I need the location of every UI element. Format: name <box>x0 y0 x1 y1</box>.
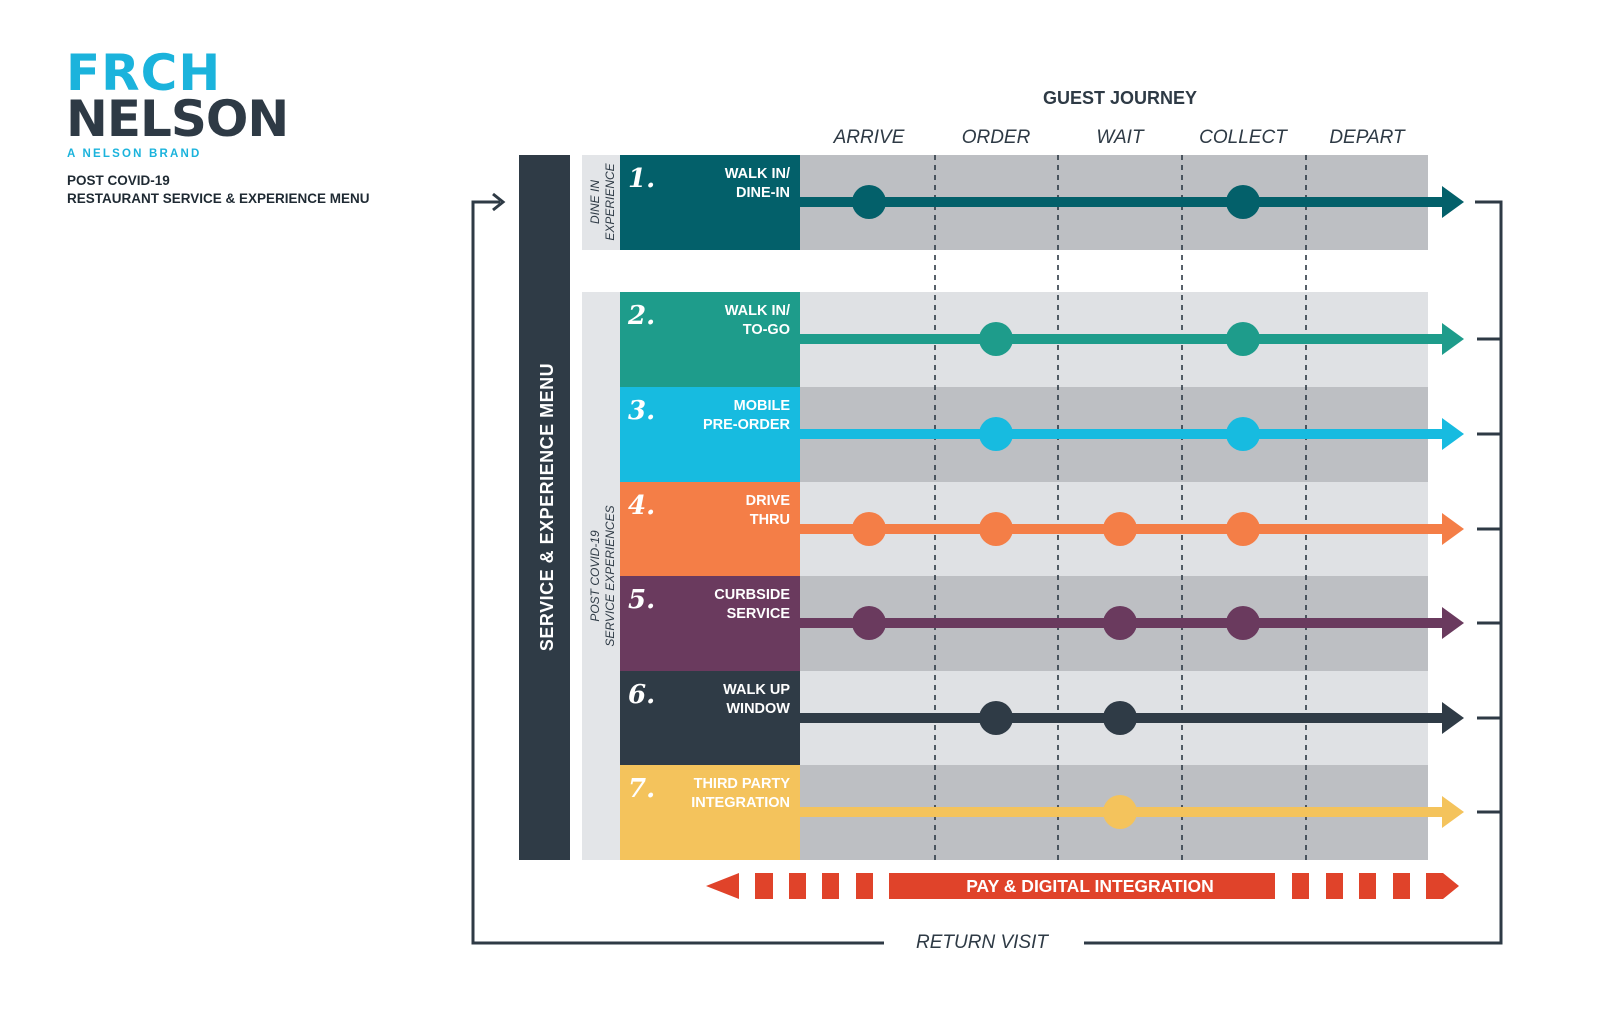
journey-line <box>800 197 1445 207</box>
service-name-line-1: THIRD PARTY <box>694 776 791 792</box>
dine-in-group-tab <box>582 155 620 250</box>
journey-stage-labels: ARRIVE ORDER WAIT COLLECT DEPART <box>833 127 1406 148</box>
service-name-line-2: INTEGRATION <box>691 795 790 811</box>
touchpoint-arrive <box>852 185 886 219</box>
return-visit-loop <box>471 192 1503 945</box>
touchpoint-wait <box>1103 701 1137 735</box>
service-name-line-2: DINE-IN <box>736 185 790 201</box>
service-number: 2. <box>627 301 655 331</box>
pay-bar-dash <box>1393 873 1410 899</box>
return-loop-right-line <box>1084 200 1503 945</box>
service-block <box>620 482 800 577</box>
touchpoint-arrive <box>852 512 886 546</box>
service-block <box>620 155 800 250</box>
pay-bar-dash <box>822 873 839 899</box>
pay-bar-right-arrow <box>1426 873 1459 899</box>
pay-bar-dash <box>1359 873 1376 899</box>
service-number: 6. <box>628 680 655 710</box>
touchpoint-wait <box>1103 512 1137 546</box>
stage-label-order: ORDER <box>962 127 1031 148</box>
touchpoint-order <box>979 322 1013 356</box>
service-block <box>620 292 800 387</box>
stage-label-depart: DEPART <box>1329 127 1406 148</box>
service-number: 1. <box>628 164 655 194</box>
journey-line <box>800 429 1445 439</box>
journey-arrowhead <box>1442 702 1464 734</box>
service-name-line-2: WINDOW <box>726 701 790 717</box>
touchpoint-collect <box>1226 512 1260 546</box>
stage-dividers <box>934 155 1307 860</box>
service-number: 5. <box>628 585 655 615</box>
stage-label-collect: COLLECT <box>1199 127 1288 148</box>
touchpoint-arrive <box>852 606 886 640</box>
stage-label-arrive: ARRIVE <box>833 127 905 148</box>
return-visit-label: RETURN VISIT <box>916 932 1049 953</box>
journey-arrowhead <box>1442 796 1464 828</box>
service-name-line-2: SERVICE <box>727 606 791 622</box>
pay-bar-dash <box>1326 873 1343 899</box>
guest-journey-heading: GUEST JOURNEY <box>1043 88 1197 108</box>
dine-in-group-line-2: EXPERIENCE <box>603 162 617 240</box>
journey-arrowhead <box>1442 513 1464 545</box>
service-name-line-1: WALK IN/ <box>725 303 790 319</box>
title-line-1: POST COVID-19 <box>67 173 170 188</box>
service-name-line-1: WALK UP <box>723 682 790 698</box>
journey-arrowhead <box>1442 418 1464 450</box>
service-name-line-1: WALK IN/ <box>725 166 790 182</box>
touchpoint-collect <box>1226 322 1260 356</box>
service-number: 7. <box>628 774 655 804</box>
row-connector-ticks <box>1477 337 1501 814</box>
journey-arrowhead <box>1442 186 1464 218</box>
pay-bar-dash <box>755 873 773 899</box>
journey-arrowhead <box>1442 323 1464 355</box>
logo-tagline: A NELSON BRAND <box>67 148 202 160</box>
touchpoint-collect <box>1226 185 1260 219</box>
dine-in-group-line-1: DINE IN <box>588 180 602 224</box>
journey-line <box>800 334 1445 344</box>
touchpoint-order <box>979 701 1013 735</box>
service-name-line-1: MOBILE <box>734 398 791 414</box>
service-block <box>620 387 800 482</box>
pay-bar-dash <box>789 873 806 899</box>
touchpoint-order <box>979 417 1013 451</box>
logo-nelson: NELSON <box>66 90 288 148</box>
return-loop-arrowhead <box>492 192 506 212</box>
pay-digital-integration-bar: PAY & DIGITAL INTEGRATION <box>706 873 1459 899</box>
pay-bar-dashes <box>755 873 1410 899</box>
post-covid-group-line-2: SERVICE EXPERIENCES <box>603 505 617 646</box>
touchpoint-wait <box>1103 606 1137 640</box>
service-block <box>620 671 800 766</box>
touchpoint-collect <box>1226 417 1260 451</box>
journey-arrowhead <box>1442 607 1464 639</box>
menu-bar <box>519 155 570 860</box>
post-covid-group-line-1: POST COVID-19 <box>588 530 602 622</box>
journey-lines <box>800 185 1464 829</box>
pay-bar-dash <box>856 873 873 899</box>
service-block <box>620 765 800 860</box>
service-name-line-2: THRU <box>750 512 790 528</box>
pay-bar-center <box>889 873 1275 899</box>
touchpoint-collect <box>1226 606 1260 640</box>
pay-bar-dash <box>1292 873 1309 899</box>
service-block <box>620 576 800 671</box>
stage-label-wait: WAIT <box>1096 127 1145 148</box>
service-number: 3. <box>628 396 655 426</box>
pay-bar-label: PAY & DIGITAL INTEGRATION <box>966 876 1214 896</box>
title-line-2: RESTAURANT SERVICE & EXPERIENCE MENU <box>67 191 370 206</box>
return-loop-left-line <box>471 200 884 945</box>
pay-bar-left-arrow <box>706 873 739 899</box>
service-name-line-2: PRE-ORDER <box>703 417 791 433</box>
service-name-line-1: CURBSIDE <box>714 587 790 603</box>
touchpoint-wait <box>1103 795 1137 829</box>
logo-frch: FRCH <box>66 44 221 102</box>
service-name-line-2: TO-GO <box>743 322 790 338</box>
service-number: 4. <box>628 491 655 521</box>
touchpoint-order <box>979 512 1013 546</box>
brand-logo: FRCH NELSON A NELSON BRAND <box>66 44 289 160</box>
post-covid-group-tab <box>582 292 620 860</box>
menu-bar-label: SERVICE & EXPERIENCE MENU <box>537 363 557 651</box>
service-rows: 1. WALK IN/DINE-IN 2. WALK IN/TO-GO 3. MOBILE… <box>620 155 1428 860</box>
service-name-line-1: DRIVE <box>746 493 791 509</box>
